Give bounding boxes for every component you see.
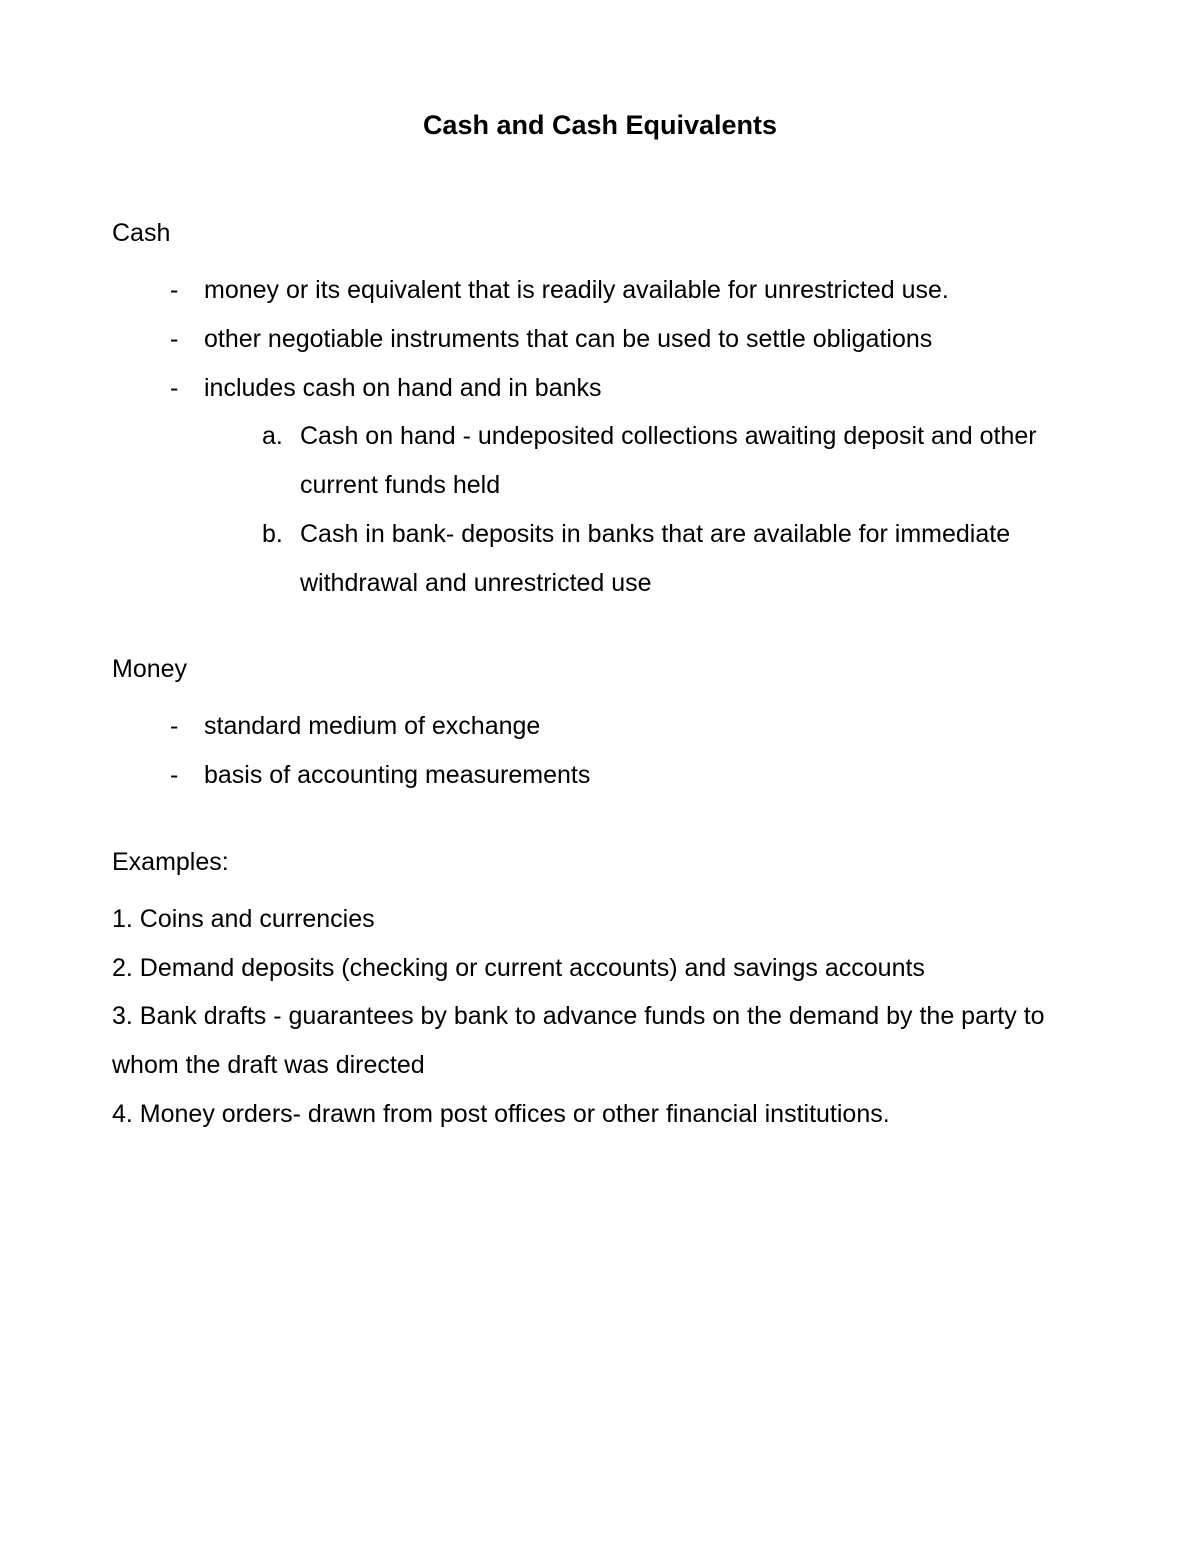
money-heading: Money <box>112 655 1088 684</box>
sub-item-marker: a. <box>262 412 283 461</box>
section-money: Money standard medium of exchange basis … <box>112 655 1088 800</box>
sub-item-text: Cash on hand - undeposited collections a… <box>300 422 1037 499</box>
list-item: includes cash on hand and in banks a. Ca… <box>170 364 1088 608</box>
sub-item-text: Cash in bank- deposits in banks that are… <box>300 520 1010 597</box>
example-item: 4. Money orders- drawn from post offices… <box>112 1090 1088 1139</box>
section-examples: Examples: 1. Coins and currencies 2. Dem… <box>112 848 1088 1139</box>
list-item: basis of accounting measurements <box>170 751 1088 800</box>
cash-bullet-list: money or its equivalent that is readily … <box>112 266 1088 607</box>
sub-item-marker: b. <box>262 510 283 559</box>
sub-list-item: b. Cash in bank- deposits in banks that … <box>262 510 1088 608</box>
list-item: standard medium of exchange <box>170 702 1088 751</box>
cash-heading: Cash <box>112 219 1088 248</box>
section-cash: Cash money or its equivalent that is rea… <box>112 219 1088 607</box>
sub-list-item: a. Cash on hand - undeposited collection… <box>262 412 1088 510</box>
money-bullet-list: standard medium of exchange basis of acc… <box>112 702 1088 800</box>
cash-sub-list: a. Cash on hand - undeposited collection… <box>204 412 1088 607</box>
example-item: 3. Bank drafts - guarantees by bank to a… <box>112 992 1088 1090</box>
list-item: money or its equivalent that is readily … <box>170 266 1088 315</box>
examples-heading: Examples: <box>112 848 1088 877</box>
list-item: other negotiable instruments that can be… <box>170 315 1088 364</box>
example-item: 2. Demand deposits (checking or current … <box>112 944 1088 993</box>
example-item: 1. Coins and currencies <box>112 895 1088 944</box>
list-item-text: includes cash on hand and in banks <box>204 374 602 402</box>
document-title: Cash and Cash Equivalents <box>112 110 1088 141</box>
